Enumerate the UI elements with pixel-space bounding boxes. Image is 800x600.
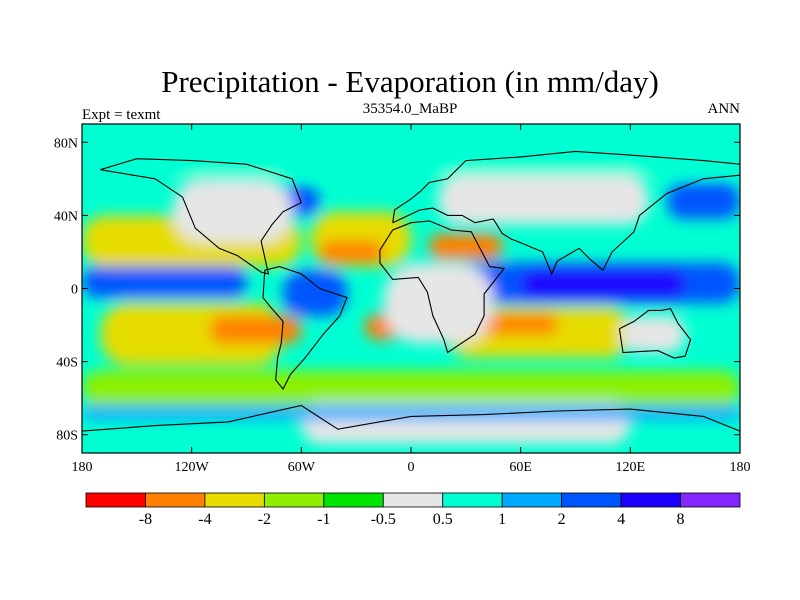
y-tick-label: 40N — [54, 209, 78, 224]
colorbar-label: 8 — [677, 511, 685, 528]
colorbar: -8 -4 -2 -1 -0.5 0.5 1 2 4 8 — [85, 492, 741, 528]
x-tick-label: 0 — [408, 460, 415, 475]
colorbar-label: -0.5 — [371, 511, 396, 528]
colorbar-swatch — [323, 492, 384, 508]
coastline-north-america — [100, 158, 302, 275]
colorbar-swatch — [204, 492, 265, 508]
region-south-pacific-dry-core — [209, 315, 302, 344]
region-antarctic-coast-wet — [82, 405, 740, 421]
colorbar-label: 0.5 — [433, 511, 453, 528]
region-eurasia-land — [438, 175, 649, 225]
region-north-america-land — [173, 178, 293, 243]
y-tick-label: 80S — [56, 429, 78, 444]
field-regions — [82, 124, 740, 444]
region-arctic-basin — [82, 124, 740, 176]
region-north-pacific-storm-track — [666, 182, 740, 220]
colorbar-label: -1 — [317, 511, 330, 528]
region-arabian-dry-core — [429, 233, 503, 260]
region-africa-land — [383, 262, 494, 344]
x-tick-label: 120W — [175, 460, 210, 475]
coastline-antarctica — [82, 404, 740, 432]
coastlines — [82, 150, 740, 432]
season-label: ANN — [708, 101, 741, 117]
colorbar-swatch — [561, 492, 622, 508]
y-tick-label: 80N — [54, 136, 78, 151]
coastline-eurasia — [392, 150, 740, 276]
colorbar-label: 1 — [498, 511, 506, 528]
colorbar-swatch — [620, 492, 681, 508]
colorbar-swatch — [263, 492, 325, 508]
coastline-australia — [618, 307, 692, 359]
x-tick-label: 60W — [288, 460, 316, 475]
colorbar-swatch — [442, 492, 503, 508]
colorbar-swatch — [382, 492, 444, 508]
colorbar-label: -2 — [258, 511, 271, 528]
colorbar-label: -8 — [139, 511, 152, 528]
region-amazon-wet-core — [283, 270, 348, 316]
coastline-africa — [379, 220, 506, 354]
y-tick-label: 40S — [56, 356, 78, 371]
colorbar-label: -4 — [198, 511, 211, 528]
region-north-atlantic-dry-core — [319, 240, 384, 263]
colorbar-swatch — [501, 492, 563, 508]
region-australia-land — [621, 315, 686, 353]
x-axis-ticks: 180 120W 60W 0 60E 120E 180 — [72, 124, 751, 475]
time-label: 35354.0_MaBP — [363, 101, 458, 117]
region-maritime-continent-core — [520, 270, 686, 298]
experiment-label: Expt = texmt — [82, 107, 161, 123]
map-plot-area: 180 120W 60W 0 60E 120E 180 80N 40N 0 40S 80S — [54, 123, 751, 475]
y-tick-label: 0 — [71, 283, 78, 298]
x-tick-label: 120E — [616, 460, 646, 475]
chart-title: Precipitation - Evaporation (in mm/day) — [161, 64, 659, 99]
x-tick-label: 180 — [730, 460, 751, 475]
colorbar-swatch — [680, 492, 741, 508]
colorbar-label: 2 — [558, 511, 566, 528]
region-southern-westerly-wet-band — [82, 370, 740, 408]
x-tick-label: 60E — [509, 460, 532, 475]
colorbar-swatch — [85, 492, 146, 508]
colorbar-label: 4 — [617, 511, 625, 528]
x-tick-label: 180 — [72, 460, 93, 475]
coastline-south-america — [262, 266, 348, 391]
colorbar-swatch — [145, 492, 206, 508]
region-equatorial-pacific-wet-band — [82, 266, 247, 298]
y-axis-ticks: 80N 40N 0 40S 80S — [54, 136, 740, 444]
